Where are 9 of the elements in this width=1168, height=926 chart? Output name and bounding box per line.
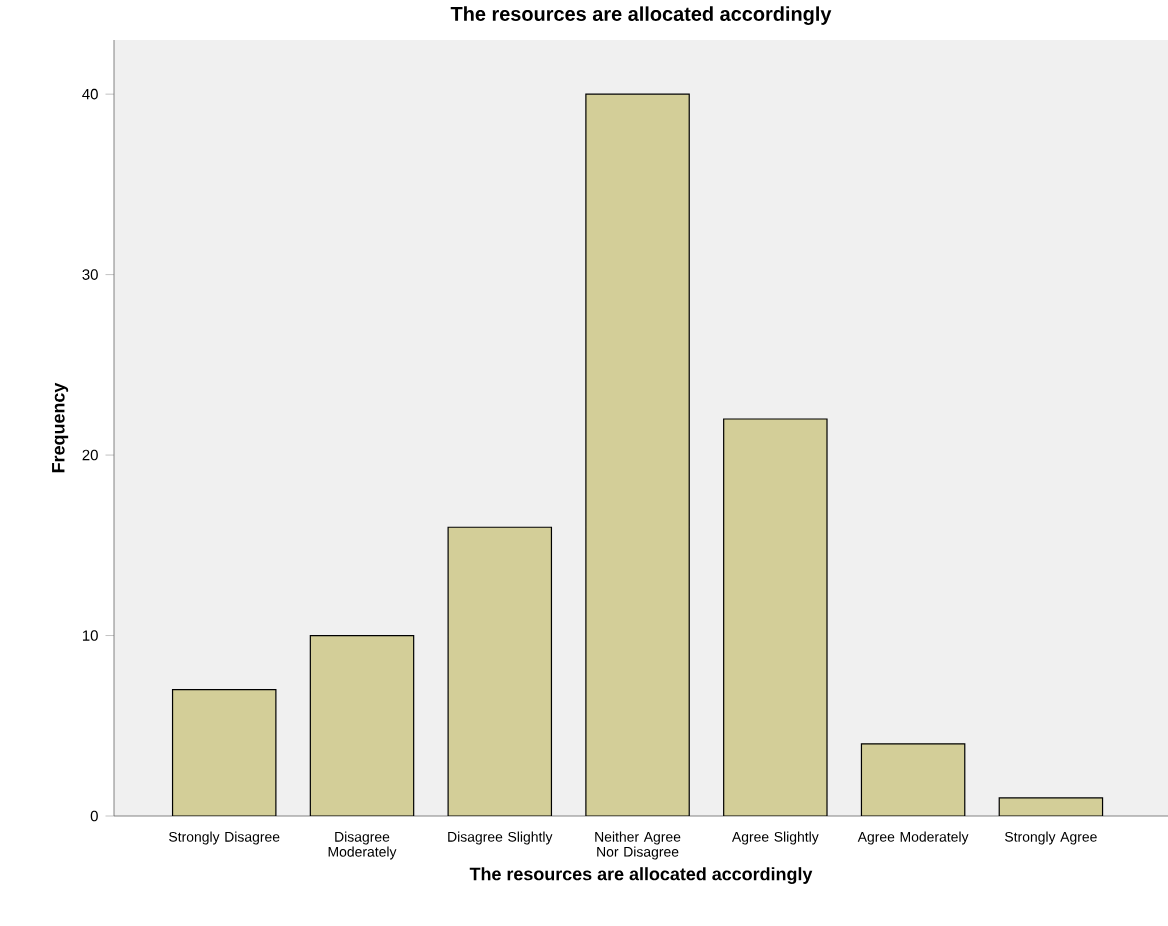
bar — [447, 526, 553, 816]
bar — [171, 689, 277, 816]
bar — [723, 418, 828, 816]
bar — [309, 634, 415, 816]
x-axis-title: The resources are allocated accordingly — [469, 867, 813, 884]
bar — [585, 93, 690, 816]
bar — [860, 743, 966, 816]
y-axis-title: Frequency — [52, 382, 69, 473]
chart-title: The resources are allocated accordingly — [450, 6, 832, 25]
